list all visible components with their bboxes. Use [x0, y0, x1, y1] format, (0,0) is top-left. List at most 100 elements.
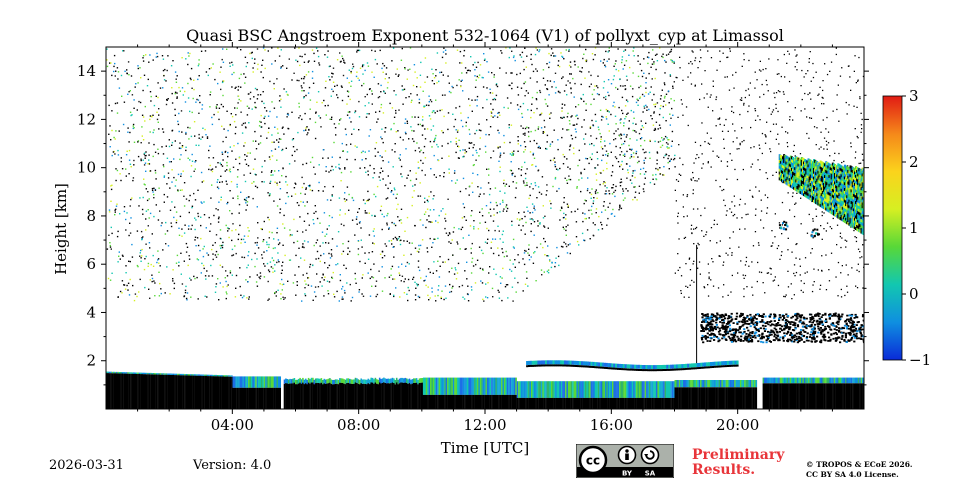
noise-dot — [637, 104, 639, 106]
noise-dot — [604, 185, 606, 187]
noise-dot — [180, 252, 182, 254]
aerosol-column — [694, 380, 696, 388]
aerosol-column — [502, 377, 505, 395]
aerosol-column — [633, 381, 635, 398]
noise-dot — [228, 228, 230, 230]
low-signal-column — [263, 387, 266, 409]
aerosol-column — [121, 372, 124, 374]
noise-dot — [315, 47, 318, 49]
aerosol-column — [147, 372, 149, 375]
noise-dot — [664, 72, 666, 74]
aerosol-column — [469, 377, 472, 395]
noise-dot — [732, 74, 734, 76]
aerosol-column — [141, 372, 144, 375]
noise-dot — [803, 282, 805, 285]
noise-dot — [751, 261, 753, 263]
noise-dot — [423, 280, 425, 282]
noise-dot — [384, 92, 386, 94]
noise-dot — [142, 60, 145, 62]
noise-dot — [768, 58, 770, 60]
noise-dot — [236, 186, 238, 188]
noise-dot — [646, 106, 648, 108]
noise-dot — [491, 287, 494, 290]
noise-dot — [708, 272, 710, 274]
noise-dot — [774, 276, 776, 278]
noise-dot — [339, 156, 341, 159]
noise-dot — [679, 56, 681, 58]
noise-dot — [657, 128, 659, 130]
noise-dot — [482, 298, 484, 301]
noise-dot — [419, 74, 422, 76]
aerosol-column — [685, 380, 688, 388]
low-signal-column — [620, 397, 623, 409]
low-signal-column — [175, 375, 178, 409]
noise-dot — [612, 187, 614, 189]
noise-dot — [341, 142, 343, 145]
noise-dot — [418, 296, 421, 299]
aerosol-column — [630, 381, 632, 398]
noise-dot — [406, 177, 408, 179]
noise-dot — [303, 246, 305, 249]
noise-dot — [227, 227, 229, 229]
noise-dot — [843, 160, 845, 163]
noise-dot — [303, 97, 305, 99]
noise-dot — [205, 227, 207, 229]
noise-dot — [174, 206, 176, 208]
noise-dot — [787, 50, 789, 52]
noise-dot — [307, 132, 309, 134]
noise-dot — [705, 231, 708, 233]
noise-dot — [776, 73, 778, 75]
noise-dot — [489, 188, 492, 190]
aerosol-column — [653, 381, 655, 398]
noise-dot — [643, 105, 645, 107]
noise-dot — [280, 293, 282, 295]
low-signal-column — [714, 387, 716, 409]
noise-dot — [152, 131, 154, 134]
aerosol-column — [232, 376, 235, 388]
noise-dot — [112, 151, 115, 153]
noise-dot — [854, 55, 856, 57]
noise-dot — [585, 157, 587, 160]
noise-dot — [453, 226, 455, 229]
noise-dot — [609, 142, 611, 145]
low-signal-column — [567, 397, 570, 409]
noise-dot — [128, 141, 130, 143]
noise-dot — [260, 126, 263, 128]
noise-dot — [580, 190, 582, 193]
noise-dot — [484, 241, 487, 243]
noise-dot — [289, 229, 291, 231]
noise-dot — [670, 98, 672, 100]
noise-dot — [526, 55, 528, 57]
noise-dot — [381, 156, 383, 158]
noise-dot — [857, 137, 859, 139]
noise-dot — [527, 109, 529, 111]
noise-dot — [438, 285, 440, 287]
noise-dot — [485, 133, 487, 136]
noise-dot — [136, 109, 138, 111]
noise-dot — [568, 50, 570, 52]
noise-dot — [171, 130, 173, 132]
aerosol-column — [539, 381, 542, 398]
noise-dot — [347, 91, 350, 93]
noise-dot — [153, 129, 155, 131]
noise-dot — [406, 240, 408, 242]
noise-dot — [510, 169, 513, 172]
noise-dot — [512, 152, 514, 155]
noise-dot — [160, 288, 162, 290]
noise-dot — [204, 275, 207, 277]
low-signal-column — [145, 374, 148, 409]
aerosol-column — [569, 381, 571, 398]
noise-dot — [615, 60, 617, 62]
noise-dot — [235, 274, 238, 277]
noise-dot — [459, 248, 461, 250]
noise-dot — [274, 148, 277, 150]
noise-dot — [417, 195, 419, 197]
noise-dot — [296, 60, 299, 63]
noise-dot — [594, 192, 597, 195]
noise-dot — [538, 50, 540, 53]
noise-dot — [256, 258, 258, 260]
noise-dot — [670, 50, 672, 53]
noise-dot — [524, 177, 527, 180]
aerosol-column — [221, 375, 223, 377]
noise-dot — [405, 97, 407, 99]
